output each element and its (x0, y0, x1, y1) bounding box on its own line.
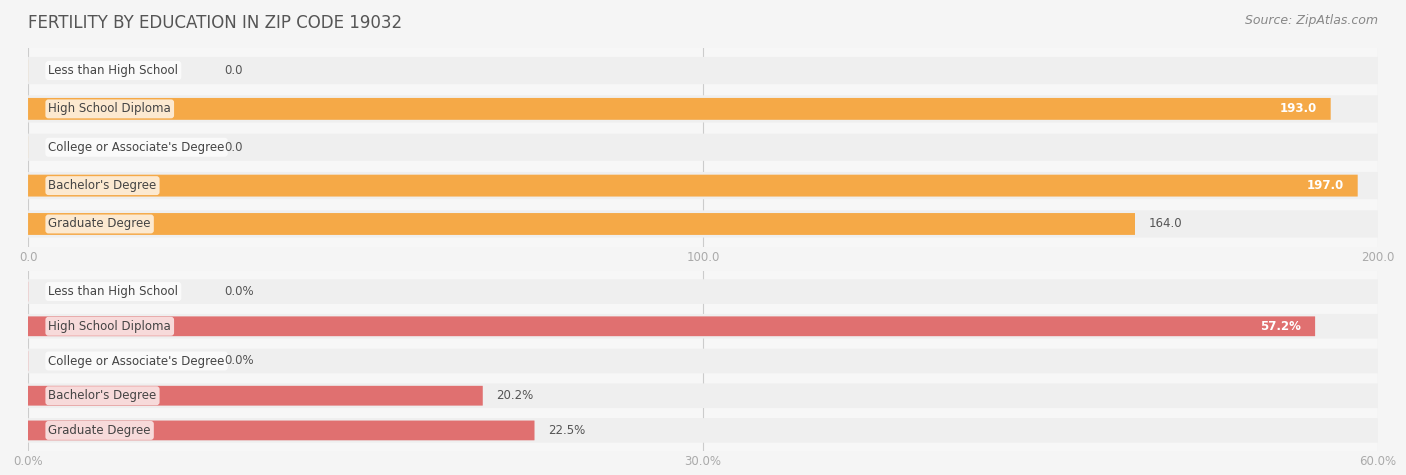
Text: Less than High School: Less than High School (48, 64, 179, 77)
FancyBboxPatch shape (28, 98, 1330, 120)
FancyBboxPatch shape (28, 95, 1378, 123)
FancyBboxPatch shape (28, 172, 1378, 199)
FancyBboxPatch shape (28, 279, 1378, 304)
FancyBboxPatch shape (28, 213, 1135, 235)
FancyBboxPatch shape (28, 210, 1378, 238)
Text: 0.0: 0.0 (224, 64, 242, 77)
Text: Less than High School: Less than High School (48, 285, 179, 298)
Text: 20.2%: 20.2% (496, 389, 533, 402)
Text: 22.5%: 22.5% (548, 424, 585, 437)
FancyBboxPatch shape (28, 316, 1315, 336)
Text: Source: ZipAtlas.com: Source: ZipAtlas.com (1244, 14, 1378, 27)
FancyBboxPatch shape (28, 383, 1378, 408)
FancyBboxPatch shape (28, 420, 534, 440)
FancyBboxPatch shape (28, 386, 482, 406)
FancyBboxPatch shape (28, 175, 1358, 197)
Text: 0.0%: 0.0% (224, 354, 253, 368)
Text: Graduate Degree: Graduate Degree (48, 424, 150, 437)
Text: Bachelor's Degree: Bachelor's Degree (48, 179, 156, 192)
FancyBboxPatch shape (28, 349, 1378, 373)
Text: College or Associate's Degree: College or Associate's Degree (48, 354, 225, 368)
Text: FERTILITY BY EDUCATION IN ZIP CODE 19032: FERTILITY BY EDUCATION IN ZIP CODE 19032 (28, 14, 402, 32)
FancyBboxPatch shape (28, 418, 1378, 443)
Text: High School Diploma: High School Diploma (48, 103, 172, 115)
Text: Graduate Degree: Graduate Degree (48, 218, 150, 230)
Text: 0.0: 0.0 (224, 141, 242, 154)
Text: College or Associate's Degree: College or Associate's Degree (48, 141, 225, 154)
Text: 197.0: 197.0 (1308, 179, 1344, 192)
Text: 0.0%: 0.0% (224, 285, 253, 298)
Text: 193.0: 193.0 (1279, 103, 1317, 115)
Text: 164.0: 164.0 (1149, 218, 1182, 230)
FancyBboxPatch shape (28, 133, 1378, 161)
Text: Bachelor's Degree: Bachelor's Degree (48, 389, 156, 402)
FancyBboxPatch shape (28, 57, 1378, 84)
FancyBboxPatch shape (28, 314, 1378, 339)
Text: High School Diploma: High School Diploma (48, 320, 172, 333)
Text: 57.2%: 57.2% (1261, 320, 1302, 333)
